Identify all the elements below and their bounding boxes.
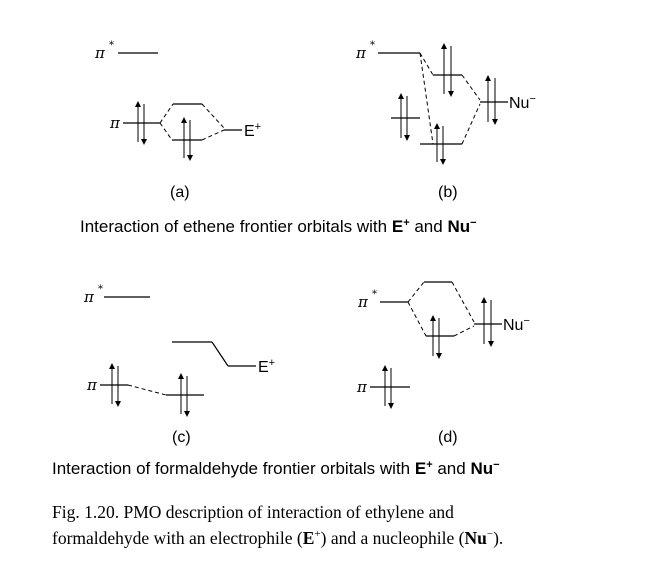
panel-label-c: (c): [172, 429, 191, 446]
electrophile-label: E+: [258, 357, 275, 376]
mix-line: [419, 52, 434, 76]
pi-label: π: [109, 114, 121, 132]
electrophile-label: E+: [244, 121, 261, 140]
pi-star-sup: *: [370, 40, 375, 51]
pi-star-sup: *: [109, 40, 114, 51]
pi-star-label: π: [94, 44, 106, 62]
mix-line: [419, 52, 434, 145]
mix-line: [201, 103, 225, 129]
formaldehyde-caption: Interaction of formaldehyde frontier orb…: [52, 459, 500, 478]
electron-pair-pi: [135, 101, 147, 145]
mix-line: [127, 384, 167, 396]
panel-a: π * π E+ (a): [94, 40, 261, 201]
electron-pair-pi: [382, 365, 394, 409]
pi-label: π: [356, 378, 368, 396]
mix-line: [407, 301, 427, 337]
pi-star-label: π: [357, 293, 369, 311]
mix-line: [201, 129, 225, 141]
mix-line: [453, 325, 475, 337]
pi-label: π: [86, 376, 98, 394]
electron-pair-pi: [109, 363, 121, 407]
figure-caption-line1: Fig. 1.20. PMO description of interactio…: [52, 502, 454, 522]
mix-line: [211, 341, 229, 367]
pi-star-label: π: [83, 288, 95, 306]
panel-c: π * E+ π (c): [83, 284, 275, 446]
mix-line: [159, 103, 174, 124]
panel-label-d: (d): [438, 429, 458, 446]
electron-pair-destabilized: [441, 43, 454, 97]
electron-pair-nucleophile: [485, 75, 498, 125]
mix-line: [407, 281, 425, 303]
pi-star-label: π: [355, 44, 367, 62]
electron-pair-bonding: [430, 315, 442, 359]
mix-line: [159, 122, 173, 141]
nucleophile-label: Nu−: [509, 93, 536, 112]
panel-label-b: (b): [438, 184, 458, 201]
panel-d: π * Nu− π (d): [356, 281, 530, 446]
pi-star-sup: *: [98, 284, 103, 295]
electron-pair-pi: [398, 93, 410, 141]
figure-caption-line2: formaldehyde with an electrophile (E+) a…: [52, 528, 503, 548]
mix-line: [451, 281, 475, 323]
panel-label-a: (a): [170, 184, 190, 201]
electron-pair-bonding: [178, 373, 190, 417]
pi-star-sup: *: [372, 289, 377, 300]
nucleophile-label: Nu−: [503, 315, 530, 334]
mix-line: [461, 74, 481, 101]
mix-line: [461, 103, 481, 145]
ethene-caption: Interaction of ethene frontier orbitals …: [80, 217, 477, 236]
electron-pair-nucleophile: [481, 297, 494, 347]
panel-b: π * Nu− (b): [355, 40, 536, 201]
electron-pair-bonding: [181, 117, 193, 161]
electron-pair-bonding: [434, 123, 446, 165]
